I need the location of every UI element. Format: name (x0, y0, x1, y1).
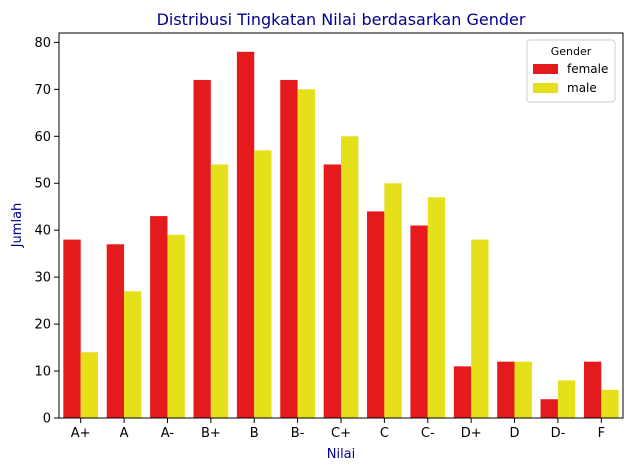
x-tick-label: A- (161, 426, 175, 441)
x-tick-label: D (510, 426, 520, 441)
y-axis-label: Jumlah (10, 203, 25, 249)
x-tick-label: B- (291, 426, 305, 441)
bar-male-D+ (471, 239, 489, 418)
y-tick-label: 80 (34, 36, 51, 51)
y-tick-label: 30 (34, 271, 51, 286)
bar-female-C+ (323, 164, 341, 418)
y-axis-ticks: 0 10 20 30 40 50 60 70 80 (34, 36, 59, 427)
legend: Gender female male (526, 39, 616, 103)
legend-swatch-female (533, 64, 558, 74)
y-tick-label: 20 (34, 318, 51, 333)
bar-female-C (367, 211, 385, 418)
bar-female-D+ (453, 366, 472, 418)
x-tick-label: D- (551, 426, 566, 441)
bar-male-D- (557, 380, 576, 418)
y-tick-label: 70 (34, 83, 51, 98)
legend-label-male: male (567, 81, 597, 95)
legend-label-female: female (567, 62, 608, 76)
bar-male-B (254, 150, 272, 418)
x-tick-label: C (380, 426, 389, 441)
x-tick-label: C- (421, 426, 435, 441)
x-axis-label: Nilai (327, 447, 356, 462)
bar-female-F (583, 361, 602, 418)
bar-male-C (384, 183, 402, 418)
bar-female-B+ (193, 79, 211, 418)
bar-female-D- (540, 399, 558, 418)
bar-female-C- (410, 225, 428, 418)
y-tick-label: 10 (34, 365, 51, 380)
y-tick-label: 40 (34, 224, 51, 239)
bar-female-A+ (63, 239, 81, 418)
y-tick-label: 60 (34, 130, 51, 145)
x-tick-label: D+ (461, 426, 482, 441)
bar-male-B- (297, 89, 315, 418)
bar-female-A (106, 244, 125, 418)
bar-female-D (497, 361, 515, 418)
x-tick-label: C+ (331, 426, 351, 441)
legend-swatch-male (533, 83, 558, 93)
bar-female-B (236, 51, 255, 418)
bar-male-A (124, 291, 142, 418)
bar-male-A- (167, 234, 185, 418)
y-tick-label: 0 (43, 412, 51, 427)
x-tick-label: F (598, 426, 605, 441)
x-tick-label: A+ (71, 426, 91, 441)
x-tick-label: B+ (201, 426, 221, 441)
chart-title: Distribusi Tingkatan Nilai berdasarkan G… (157, 10, 526, 29)
bar-male-A+ (80, 352, 99, 418)
y-tick-label: 50 (34, 177, 51, 192)
legend-title: Gender (551, 45, 592, 58)
x-axis-ticks: A+ A A- B+ B B- C+ C C- D+ D D- F (71, 418, 605, 441)
bar-female-B- (280, 79, 298, 418)
bar-male-F (601, 389, 619, 418)
x-tick-label: B (250, 426, 259, 441)
bars-group (63, 51, 619, 419)
bar-male-D (514, 361, 532, 418)
bar-female-A- (150, 216, 168, 418)
x-tick-label: A (120, 426, 129, 441)
plot-frame (58, 32, 624, 419)
bar-male-C+ (341, 136, 359, 419)
bar-male-B+ (210, 164, 229, 418)
bar-male-C- (427, 197, 446, 418)
